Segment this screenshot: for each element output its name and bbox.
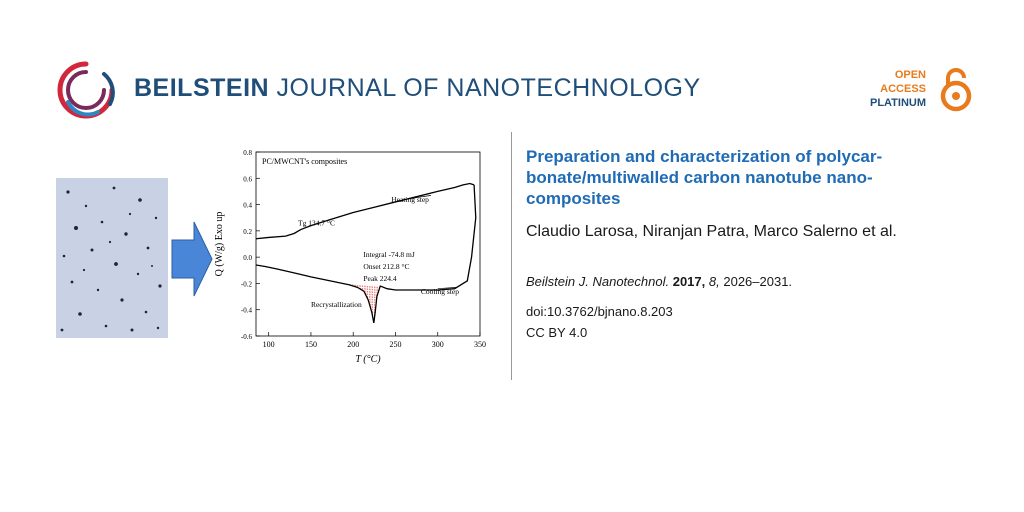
article-title: Preparation and characterization of poly… bbox=[526, 146, 986, 209]
micrograph-dots bbox=[56, 178, 168, 338]
x-tick-label: 250 bbox=[389, 340, 401, 349]
x-tick-label: 150 bbox=[305, 340, 317, 349]
journal-header: BEILSTEIN JOURNAL OF NANOTECHNOLOGY OPEN… bbox=[0, 0, 1024, 130]
y-tick-label: -0.2 bbox=[241, 280, 253, 288]
article-license: CC BY 4.0 bbox=[526, 325, 588, 340]
journal-name-rest: JOURNAL OF NANOTECHNOLOGY bbox=[276, 74, 701, 102]
y-tick-label: -0.6 bbox=[241, 333, 253, 341]
oa-access-label: ACCESS bbox=[880, 83, 926, 95]
y-tick-label: 0.6 bbox=[243, 175, 252, 183]
y-tick-label: 0.0 bbox=[243, 254, 252, 262]
x-tick-label: 200 bbox=[347, 340, 359, 349]
journal-abbrev: Beilstein J. Nanotechnol. bbox=[526, 274, 670, 289]
chart-annotation: Heating step bbox=[391, 195, 429, 204]
article-doi: doi:10.3762/bjnano.8.203 bbox=[526, 304, 673, 319]
y-axis-label: Q (W/g) Exo up bbox=[214, 212, 225, 277]
heating-curve bbox=[255, 182, 475, 240]
oa-platinum-label: PLATINUM bbox=[869, 97, 926, 109]
heating-arrow bbox=[405, 195, 432, 200]
chart-annotation: Onset 212.8 °C bbox=[363, 262, 409, 271]
article-authors: Claudio Larosa, Niranjan Patra, Marco Sa… bbox=[526, 223, 897, 240]
x-tick-label: 100 bbox=[263, 340, 275, 349]
divider bbox=[511, 132, 512, 380]
article-citation: Beilstein J. Nanotechnol. 2017, 8, 2026–… bbox=[526, 274, 792, 289]
y-tick-label: 0.4 bbox=[243, 202, 252, 210]
y-tick-label: 0.8 bbox=[243, 149, 252, 157]
journal-name-bold: BEILSTEIN bbox=[134, 74, 270, 102]
open-access-badge: OPEN ACCESS PLATINUM bbox=[858, 64, 978, 116]
cooling-arrow bbox=[437, 287, 457, 290]
chart-annotation: Recrystallization bbox=[311, 300, 362, 309]
article-title-line-3: composites bbox=[526, 189, 621, 208]
chart-title: PC/MWCNT's composites bbox=[262, 157, 347, 166]
plot-frame bbox=[255, 151, 481, 337]
chart-annotation: Peak 224.4 bbox=[363, 274, 397, 283]
article-title-line-1: Preparation and characterization of poly… bbox=[526, 147, 883, 166]
cooling-curve bbox=[255, 184, 477, 323]
chart-annotation: Integral -74.8 mJ bbox=[363, 250, 415, 259]
journal-name: BEILSTEIN JOURNAL OF NANOTECHNOLOGY bbox=[134, 74, 701, 103]
chart-annotation: Cooling step bbox=[421, 287, 459, 296]
x-tick-label: 300 bbox=[432, 340, 444, 349]
dsc-chart: 100 150 200 250 300 350 0.8 0.6 0.4 0.2 0.0 -0.2 -0.… bbox=[214, 149, 486, 365]
chart-annotation: Tg 134.7 °C bbox=[298, 219, 335, 228]
article-title-line-2: bonate/multiwalled carbon nanotube nano- bbox=[526, 168, 873, 187]
chart-layer: 100 150 200 250 300 350 0.8 0.6 0.4 0.2 0.0 -0.2 -0.… bbox=[214, 149, 486, 365]
open-lock-icon bbox=[940, 68, 972, 112]
x-tick-label: 350 bbox=[474, 340, 486, 349]
y-tick-label: -0.4 bbox=[241, 307, 253, 315]
micrograph-image bbox=[56, 178, 168, 338]
y-tick-label: 0.2 bbox=[243, 228, 252, 236]
oa-open-label: OPEN bbox=[894, 69, 926, 81]
citation-volume: 8, bbox=[708, 274, 720, 289]
citation-year: 2017, bbox=[672, 274, 706, 289]
right-arrow-icon bbox=[171, 221, 213, 297]
x-axis-label: T (°C) bbox=[355, 354, 381, 365]
citation-pages: 2026–2031. bbox=[723, 274, 793, 289]
beilstein-ring-logo-icon bbox=[57, 61, 115, 119]
